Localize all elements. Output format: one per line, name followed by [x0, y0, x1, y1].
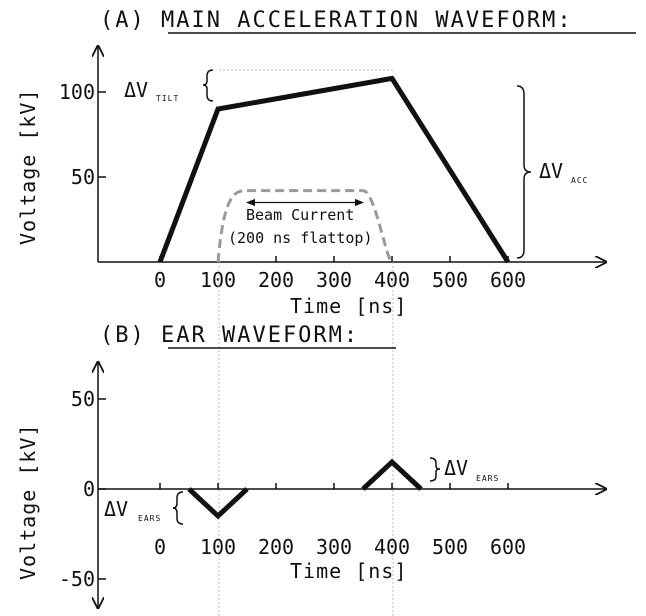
tilt-label: ΔV — [124, 78, 148, 102]
tilt-sub-label: TILT — [156, 94, 179, 103]
main-x-tick-label: 300 — [316, 268, 352, 292]
ears-x-tick-label: 500 — [432, 535, 468, 559]
beam-current-label: Beam Current — [246, 206, 354, 224]
acc-label: ΔV — [539, 159, 563, 183]
ears-right-label: ΔV — [444, 456, 468, 480]
ears-y-ticks: -50 0 50 — [59, 387, 106, 591]
ears-right-brace — [429, 457, 441, 482]
main-title: (A) MAIN ACCELERATION WAVEFORM: — [100, 8, 573, 33]
ears-left-label: ΔV — [104, 497, 128, 521]
main-y-tick-label: 100 — [59, 80, 95, 104]
ears-waveform — [187, 458, 423, 520]
main-y-label: Voltage [kV] — [16, 89, 40, 246]
main-y-ticks: 50 100 — [59, 80, 106, 189]
ears-x-tick-label: 100 — [200, 535, 236, 559]
ears-x-label: Time [ns] — [290, 559, 407, 583]
main-x-tick-label: 0 — [154, 268, 166, 292]
ears-y-tick-label: -50 — [59, 567, 95, 591]
ears-x-tick-label: 0 — [154, 535, 166, 559]
main-x-tick-label: 100 — [200, 268, 236, 292]
ears-left-sub-label: EARS — [138, 514, 161, 523]
ears-title: (B) EAR WAVEFORM: — [100, 323, 359, 348]
acc-sub-label: ACC — [571, 176, 588, 185]
ears-right-sub-label: EARS — [476, 474, 499, 483]
ear-pulse-line — [187, 487, 249, 520]
main-x-ticks: 0 100 200 300 400 500 600 — [154, 256, 526, 292]
chart-ears: (B) EAR WAVEFORM: Voltage [kV] Time [ns]… — [16, 323, 606, 608]
ears-x-tick-label: 200 — [258, 535, 294, 559]
ears-x-ticks: 0 100 200 300 400 500 600 — [154, 483, 526, 559]
acc-brace — [516, 85, 532, 259]
main-x-tick-label: 500 — [432, 268, 468, 292]
main-y-tick-label: 50 — [71, 165, 95, 189]
main-x-label: Time [ns] — [290, 294, 407, 318]
ears-y-tick-label: 0 — [83, 477, 95, 501]
ears-x-tick-label: 300 — [316, 535, 352, 559]
ear-pulse-line — [361, 458, 423, 491]
main-x-tick-label: 200 — [258, 268, 294, 292]
chart-main: (A) MAIN ACCELERATION WAVEFORM: Voltage … — [16, 8, 636, 616]
ears-y-tick-label: 50 — [71, 387, 95, 411]
ears-x-tick-label: 400 — [374, 535, 410, 559]
ears-left-brace — [172, 491, 184, 525]
beam-current-trace — [216, 189, 394, 264]
beam-flattop-label: (200 ns flattop) — [228, 229, 373, 247]
main-waveform-line — [157, 75, 511, 264]
main-x-tick-label: 400 — [374, 268, 410, 292]
ears-x-tick-label: 600 — [490, 535, 526, 559]
tilt-brace — [202, 69, 214, 102]
main-x-tick-label: 600 — [490, 268, 526, 292]
ears-y-label: Voltage [kV] — [16, 424, 40, 581]
